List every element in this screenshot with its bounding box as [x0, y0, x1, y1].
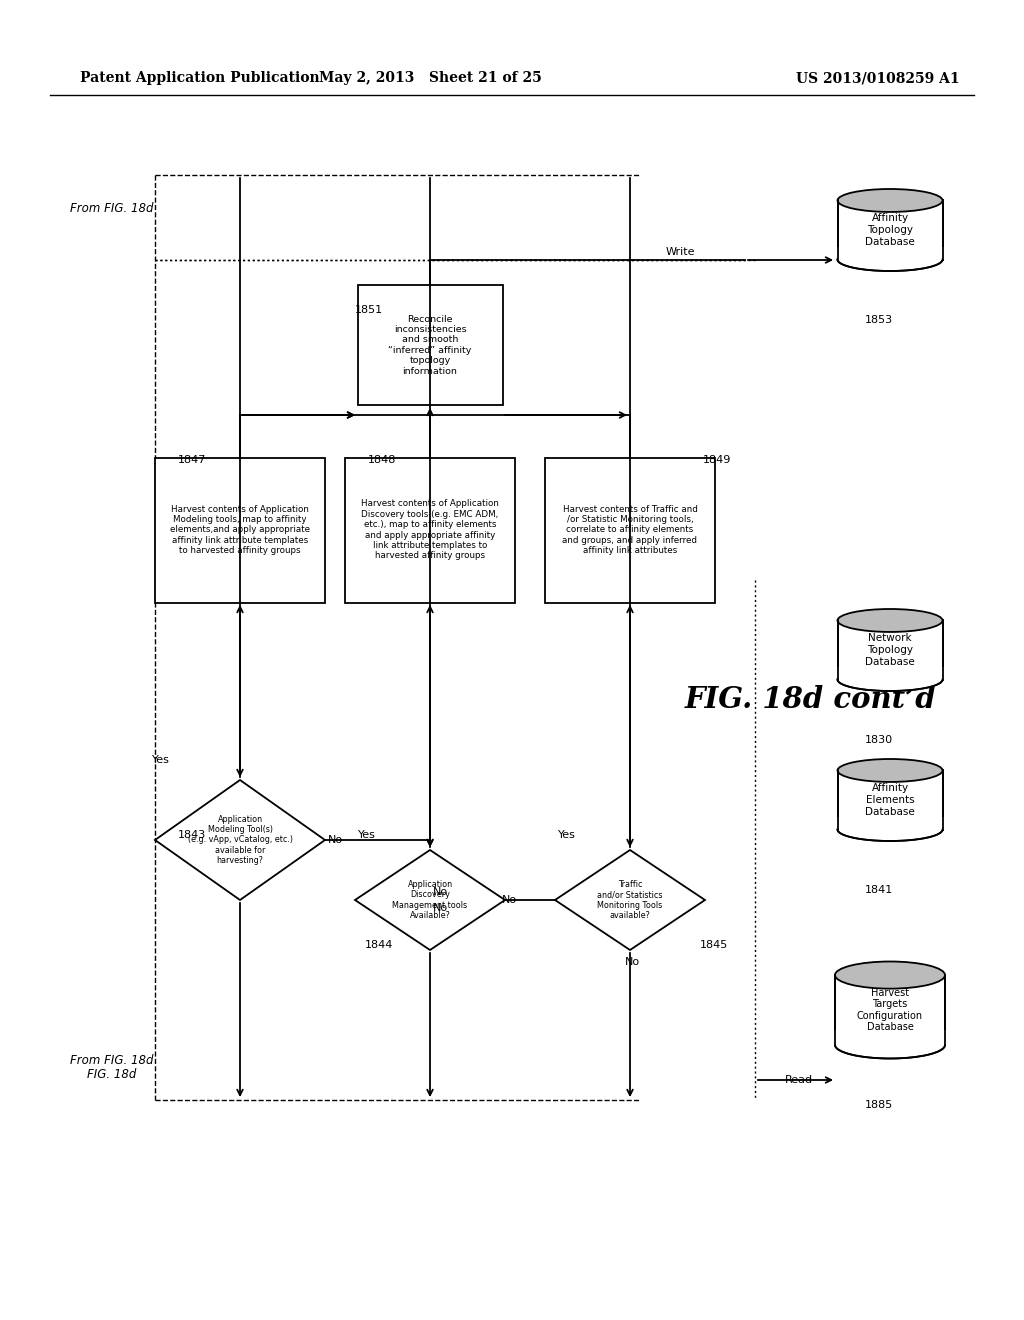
Bar [345, 458, 515, 602]
Text: No: No [625, 957, 640, 968]
Text: 1849: 1849 [703, 455, 731, 465]
Ellipse shape [838, 759, 942, 781]
Polygon shape [555, 850, 705, 950]
Text: Yes: Yes [558, 830, 575, 840]
Text: Harvest contents of Application
Discovery tools (e.g. EMC ADM,
etc.), map to aff: Harvest contents of Application Discover… [361, 499, 499, 561]
Text: Application
Discovery
Management tools
Available?: Application Discovery Management tools A… [392, 880, 468, 920]
Ellipse shape [838, 818, 942, 841]
Text: No: No [433, 887, 449, 898]
Text: FIG. 18d cont’d: FIG. 18d cont’d [684, 685, 936, 714]
Bar [545, 458, 715, 602]
Bar [838, 620, 942, 680]
Text: From FIG. 18d: From FIG. 18d [71, 1053, 154, 1067]
Text: No: No [433, 903, 449, 913]
Text: 1853: 1853 [865, 315, 893, 325]
Text: Patent Application Publication: Patent Application Publication [80, 71, 319, 84]
Bar [838, 771, 942, 829]
Bar [834, 1031, 946, 1045]
Bar [357, 285, 503, 405]
Bar [155, 458, 325, 602]
Polygon shape [155, 780, 325, 900]
Polygon shape [355, 850, 505, 950]
Text: Affinity
Elements
Database: Affinity Elements Database [865, 783, 914, 817]
Ellipse shape [835, 1031, 945, 1059]
Text: Network
Topology
Database: Network Topology Database [865, 634, 914, 667]
Ellipse shape [838, 189, 942, 213]
Text: Harvest
Targets
Configuration
Database: Harvest Targets Configuration Database [857, 987, 923, 1032]
Text: Harvest contents of Traffic and
/or Statistic Monitoring tools,
correlate to aff: Harvest contents of Traffic and /or Stat… [562, 504, 697, 556]
Bar [837, 667, 943, 680]
Text: Harvest contents of Application
Modeling tools, map to affinity
elements,and app: Harvest contents of Application Modeling… [170, 504, 310, 556]
Ellipse shape [838, 248, 942, 271]
Text: No: No [328, 836, 343, 845]
Text: 1830: 1830 [865, 735, 893, 744]
Text: Read: Read [785, 1074, 813, 1085]
Text: 1847: 1847 [178, 455, 207, 465]
Text: 1844: 1844 [365, 940, 393, 950]
Text: 1843: 1843 [178, 830, 206, 840]
Text: Application
Modeling Tool(s)
(e.g. vApp, vCatalog, etc.)
available for
harvestin: Application Modeling Tool(s) (e.g. vApp,… [187, 814, 293, 866]
Ellipse shape [838, 609, 942, 632]
Text: US 2013/0108259 A1: US 2013/0108259 A1 [797, 71, 961, 84]
Bar [835, 975, 945, 1045]
Text: Yes: Yes [358, 830, 376, 840]
Text: 1885: 1885 [865, 1100, 893, 1110]
Text: Yes: Yes [152, 755, 170, 766]
Ellipse shape [838, 668, 942, 690]
Bar [838, 201, 942, 260]
Text: 1841: 1841 [865, 884, 893, 895]
Bar [837, 817, 943, 829]
Bar [837, 247, 943, 260]
Text: May 2, 2013   Sheet 21 of 25: May 2, 2013 Sheet 21 of 25 [318, 71, 542, 84]
Text: 1845: 1845 [700, 940, 728, 950]
Text: Write: Write [666, 247, 694, 257]
Text: Reconcile
inconsistencies
and smooth
“inferred” affinity
topology
information: Reconcile inconsistencies and smooth “in… [388, 314, 472, 375]
Text: Traffic
and/or Statistics
Monitoring Tools
available?: Traffic and/or Statistics Monitoring Too… [597, 880, 663, 920]
Text: Affinity
Topology
Database: Affinity Topology Database [865, 214, 914, 247]
Ellipse shape [835, 961, 945, 989]
Text: From FIG. 18d: From FIG. 18d [71, 202, 154, 214]
Text: FIG. 18d: FIG. 18d [87, 1068, 136, 1081]
Text: 1848: 1848 [368, 455, 396, 465]
Text: 1851: 1851 [355, 305, 383, 315]
Text: No: No [502, 895, 517, 906]
